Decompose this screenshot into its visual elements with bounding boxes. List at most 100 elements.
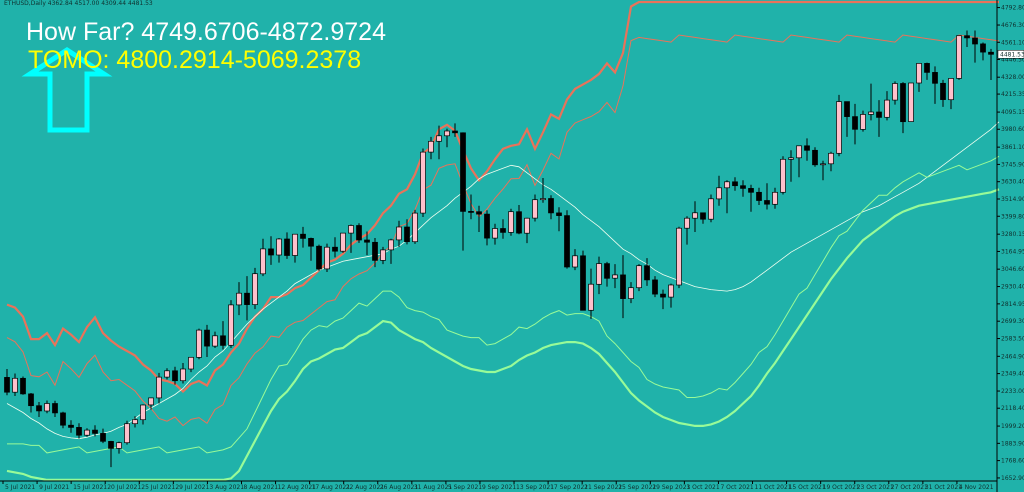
time-axis-label: 31 Aug 2021 <box>414 484 453 491</box>
upper-band-line <box>6 0 999 394</box>
candle-body <box>92 429 98 434</box>
time-axis-label: 3 Aug 2021 <box>209 484 244 491</box>
candle-body <box>516 211 522 234</box>
price-axis-label: 2464.90 <box>1001 353 1024 360</box>
candle-body <box>524 217 530 234</box>
candle-body <box>804 145 810 151</box>
candle-body <box>268 248 274 256</box>
candle-body <box>340 232 346 252</box>
candle-body <box>596 263 602 285</box>
candle-body <box>700 212 706 220</box>
candle-body <box>628 287 634 299</box>
price-axis-label: 1652.90 <box>1001 475 1024 482</box>
time-axis-label: 15 Jul 2021 <box>73 484 107 491</box>
price-axis-label: 3861.10 <box>1001 144 1024 151</box>
candle-body <box>564 215 570 268</box>
time-axis-label: 5 Sep 2021 <box>448 484 482 491</box>
candle-body <box>4 377 10 393</box>
candle-body <box>396 226 402 241</box>
candle-body <box>332 246 338 252</box>
candle-body <box>300 233 306 239</box>
candle-body <box>180 368 186 382</box>
candle-body <box>900 83 906 123</box>
price-axis-label: 2349.40 <box>1001 371 1024 378</box>
last-price-tag <box>997 50 1024 59</box>
time-axis-label: 17 Sep 2021 <box>550 484 588 491</box>
candle-body <box>676 227 682 286</box>
candle-body <box>52 403 58 414</box>
candle-body <box>876 111 882 118</box>
time-axis-label: 5 Jul 2021 <box>5 484 35 491</box>
candle-body <box>732 181 738 187</box>
candle-body <box>156 376 162 399</box>
time-axis-label: 9 Sep 2021 <box>482 484 516 491</box>
time-axis-label: 13 Sep 2021 <box>516 484 554 491</box>
price-axis-label: 4215.35 <box>1001 91 1024 98</box>
candle-body <box>140 404 146 421</box>
time-axis-label: 3 Oct 2021 <box>686 484 719 491</box>
candle-body <box>492 228 498 239</box>
candle-body <box>364 239 370 243</box>
candle-body <box>108 441 114 449</box>
candle-body <box>204 329 210 347</box>
price-axis-label: 4446.50 <box>1001 56 1024 63</box>
candle-body <box>668 284 674 298</box>
time-axis-label: 11 Oct 2021 <box>755 484 792 491</box>
candle-body <box>868 111 874 115</box>
candle-body <box>116 442 122 449</box>
candle-body <box>908 82 914 122</box>
price-axis-label: 2699.30 <box>1001 318 1024 325</box>
candle-body <box>836 101 842 154</box>
symbol-info: ETHUSD,Daily 4362.84 4517.00 4309.44 448… <box>4 0 153 7</box>
price-axis-label: 2233.00 <box>1001 388 1024 395</box>
price-axis-label: 4561.10 <box>1001 39 1024 46</box>
candle-body <box>220 335 226 346</box>
candle-body <box>172 370 178 382</box>
candle-body <box>260 248 266 275</box>
candle-body <box>420 151 426 214</box>
time-axis-label: 4 Nov 2021 <box>959 484 994 491</box>
time-axis-label: 12 Aug 2021 <box>278 484 317 491</box>
candle-body <box>980 43 986 53</box>
price-axis-label: 3980.60 <box>1001 126 1024 133</box>
candle-body <box>556 212 562 216</box>
candle-body <box>644 265 650 281</box>
lower-band-inner-line <box>7 155 1000 454</box>
candle-body <box>284 238 290 256</box>
price-axis-label: 3046.60 <box>1001 266 1024 273</box>
candle-body <box>740 185 746 189</box>
chart-subtitle: TOMO: 4800.2914-5069.2378 <box>28 46 362 74</box>
candle-body <box>636 265 642 289</box>
candle-body <box>20 377 26 395</box>
candle-body <box>620 274 626 299</box>
price-axis-label: 2930.40 <box>1001 284 1024 291</box>
price-axis-label: 3745.90 <box>1001 161 1024 168</box>
candle-body <box>964 35 970 39</box>
candle-body <box>660 293 666 298</box>
candle-body <box>988 51 994 55</box>
time-axis-label: 22 Aug 2021 <box>346 484 385 491</box>
time-axis-label: 7 Oct 2021 <box>720 484 753 491</box>
candle-body <box>860 114 866 130</box>
time-axis-label: 8 Aug 2021 <box>243 484 278 491</box>
candle-body <box>252 273 258 305</box>
time-axis-label: 20 Jul 2021 <box>107 484 141 491</box>
candle-body <box>404 226 410 243</box>
candle-body <box>884 99 890 118</box>
chart-title: How Far? 4749.6706-4872.9724 <box>26 18 386 46</box>
candle-body <box>212 335 218 347</box>
candle-body <box>708 198 714 220</box>
time-axis-label: 21 Sep 2021 <box>584 484 622 491</box>
candle-body <box>36 405 42 412</box>
middle-line <box>6 121 1000 440</box>
price-axis-label: 4792.80 <box>1001 5 1024 12</box>
candle-body <box>372 241 378 261</box>
candle-body <box>748 188 754 193</box>
candle-body <box>916 63 922 84</box>
candle-body <box>692 212 698 219</box>
candle-body <box>324 246 330 270</box>
price-axis-label: 2583.50 <box>1001 336 1024 343</box>
price-axis-label: 1883.90 <box>1001 440 1024 447</box>
